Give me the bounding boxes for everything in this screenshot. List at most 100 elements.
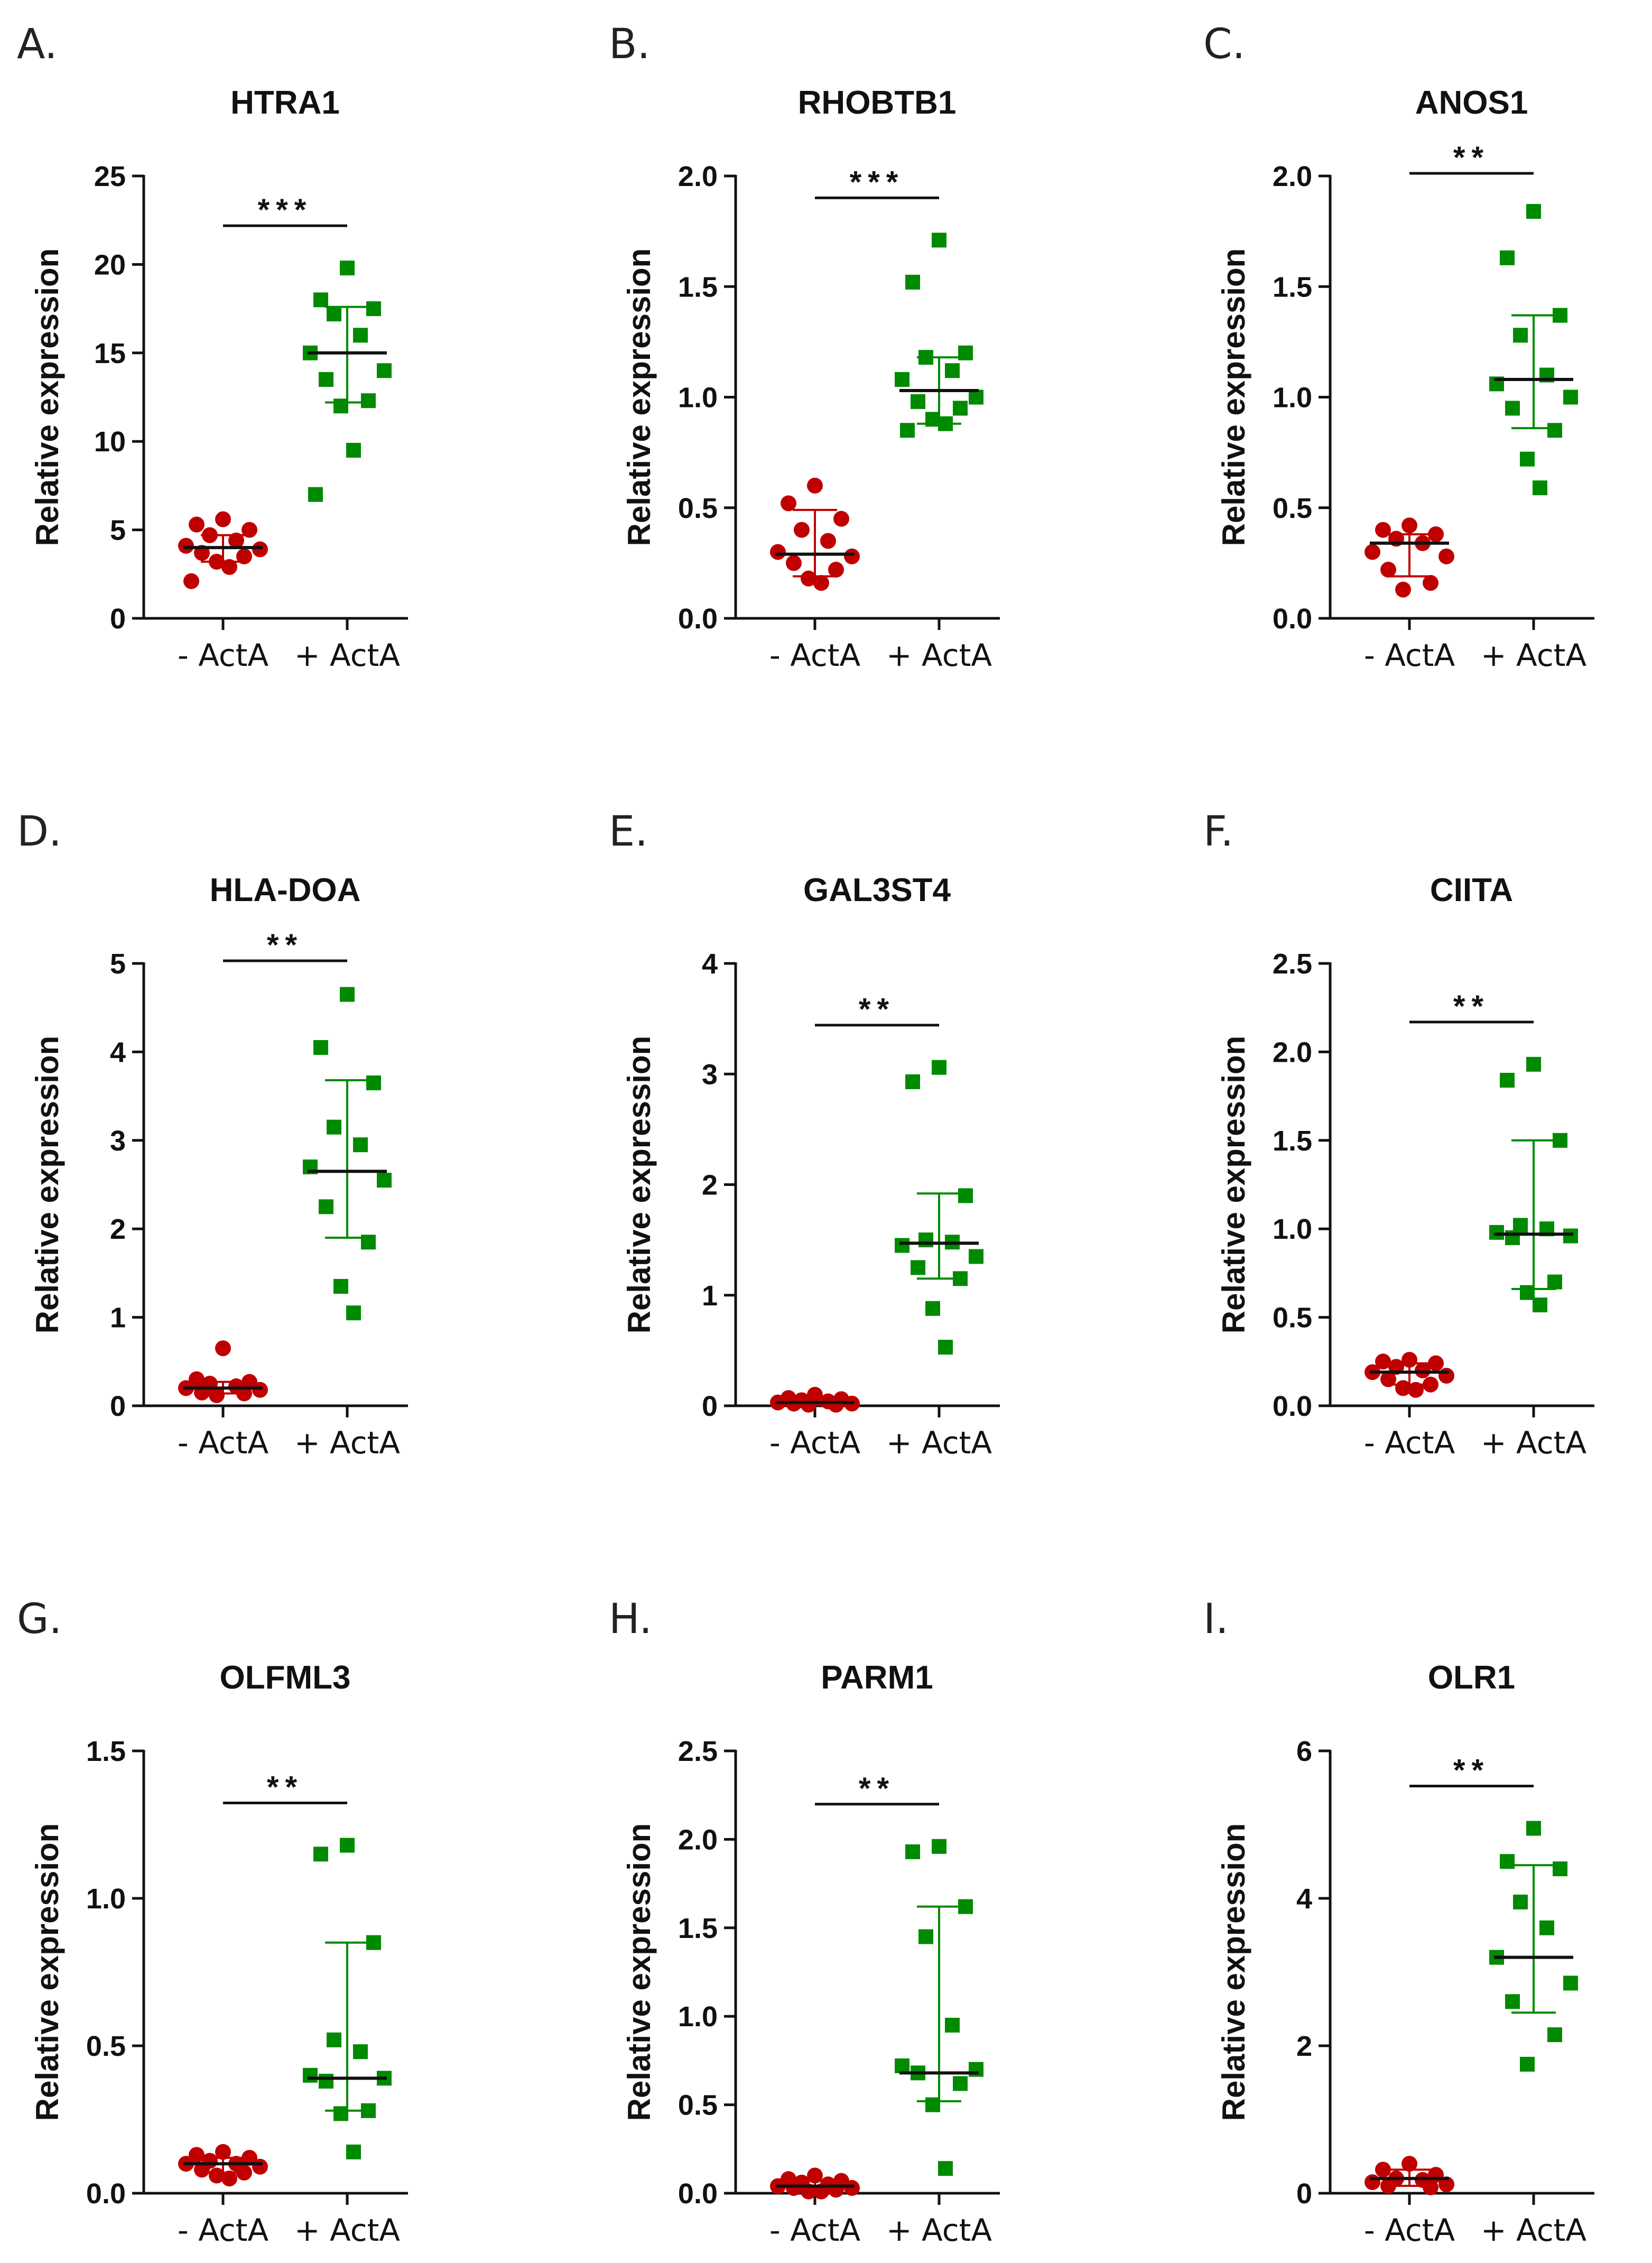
x-category-label: - ActA xyxy=(769,2212,861,2248)
y-tick-label: 4 xyxy=(1296,1883,1312,1915)
significance-label: ** xyxy=(1453,989,1490,1024)
data-point xyxy=(361,393,376,409)
data-point xyxy=(215,2144,231,2160)
x-category-label: + ActA xyxy=(294,2212,400,2248)
y-tick-label: 1.5 xyxy=(1273,271,1312,303)
data-point xyxy=(1395,581,1411,598)
data-point xyxy=(313,1040,328,1055)
data-point xyxy=(366,1075,381,1090)
y-tick-label: 2 xyxy=(702,1170,718,1201)
y-tick-label: 2.0 xyxy=(1273,161,1312,192)
data-point xyxy=(333,2106,348,2121)
data-point xyxy=(313,1847,328,1862)
chart-panel-8: I. OLR1 Relative expression 0 2 4 6 - ActA + Act… xyxy=(1203,1596,1594,2248)
y-tick-label: 20 xyxy=(94,249,126,281)
x-category-label: + ActA xyxy=(294,637,400,673)
y-axis-label: Relative expression xyxy=(1216,248,1251,546)
data-point xyxy=(1547,423,1562,438)
chart-title: CIITA xyxy=(1430,872,1513,908)
data-point xyxy=(194,2162,210,2178)
data-point xyxy=(353,2044,368,2060)
data-point xyxy=(1547,1274,1562,1290)
x-category-label: - ActA xyxy=(769,1425,861,1461)
data-point xyxy=(786,2179,802,2196)
data-point xyxy=(209,2167,225,2184)
y-axis-label: Relative expression xyxy=(30,248,65,546)
panel-letter: A. xyxy=(17,21,58,68)
y-axis-label: Relative expression xyxy=(621,1823,657,2121)
data-point xyxy=(911,394,925,409)
data-point xyxy=(346,2144,361,2159)
data-point xyxy=(770,544,786,560)
y-tick-label: 0.5 xyxy=(86,2030,126,2062)
data-point xyxy=(1438,548,1454,564)
data-point xyxy=(1520,1285,1535,1300)
x-category-label: + ActA xyxy=(1481,637,1586,673)
data-point xyxy=(969,1249,983,1264)
x-category-label: + ActA xyxy=(886,2212,992,2248)
significance-label: *** xyxy=(850,165,905,199)
chart-panel-6: G. OLFML3 Relative expression 0.0 0.5 1.0 1.5 -… xyxy=(17,1596,408,2248)
data-point xyxy=(333,1279,348,1294)
data-point xyxy=(1375,522,1391,538)
y-axis-label: Relative expression xyxy=(621,248,657,546)
data-point xyxy=(308,487,323,502)
data-point xyxy=(377,1173,392,1188)
data-point xyxy=(925,2097,940,2112)
data-point xyxy=(361,1235,376,1250)
data-point xyxy=(1526,1821,1541,1836)
significance-label: ** xyxy=(859,1772,895,1806)
y-tick-label: 2.0 xyxy=(678,161,718,192)
data-point xyxy=(313,292,328,308)
panel-letter: H. xyxy=(609,1596,652,1643)
chart-title: ANOS1 xyxy=(1415,85,1528,121)
data-point xyxy=(828,2182,844,2198)
data-point xyxy=(786,555,802,571)
data-point xyxy=(905,1074,920,1089)
data-point xyxy=(953,401,968,416)
y-axis-label: Relative expression xyxy=(1216,1036,1251,1334)
x-category-label: - ActA xyxy=(769,637,861,673)
y-tick-label: 1 xyxy=(110,1302,126,1334)
data-point xyxy=(1526,203,1541,219)
data-point xyxy=(1513,1894,1528,1909)
data-point xyxy=(905,1844,920,1859)
data-point xyxy=(340,1838,355,1853)
y-tick-label: 0.5 xyxy=(1273,1302,1312,1334)
y-tick-label: 1.5 xyxy=(1273,1125,1312,1157)
y-tick-label: 2.5 xyxy=(678,1736,718,1767)
y-tick-label: 0 xyxy=(1296,2178,1312,2210)
y-axis-label: Relative expression xyxy=(621,1036,657,1334)
data-point xyxy=(932,1060,946,1075)
data-point xyxy=(828,561,844,578)
data-point xyxy=(969,2062,983,2077)
data-point xyxy=(918,1929,933,1944)
y-tick-label: 1.0 xyxy=(678,382,718,414)
y-tick-label: 1.0 xyxy=(1273,382,1312,414)
data-point xyxy=(895,1238,909,1253)
x-category-label: + ActA xyxy=(886,1425,992,1461)
data-point xyxy=(346,442,361,458)
data-point xyxy=(327,2032,341,2047)
panel-letter: I. xyxy=(1203,1596,1229,1643)
x-category-label: - ActA xyxy=(1364,2212,1455,2248)
y-tick-label: 2.0 xyxy=(678,1824,718,1856)
data-point xyxy=(340,987,355,1002)
y-tick-label: 2.0 xyxy=(1273,1036,1312,1068)
data-point xyxy=(1395,1380,1411,1396)
data-point xyxy=(1513,328,1528,343)
data-point xyxy=(945,363,960,378)
chart-panel-0: A. HTRA1 Relative expression 0 5 10 15 20 25 - Ac… xyxy=(17,21,408,673)
chart-panel-4: E. GAL3ST4 Relative expression 0 1 2 3 4 - ActA +… xyxy=(609,808,1000,1461)
data-point xyxy=(813,575,829,591)
data-point xyxy=(801,570,816,587)
y-tick-label: 5 xyxy=(110,948,126,980)
x-category-label: + ActA xyxy=(294,1425,400,1461)
data-point xyxy=(958,1899,973,1914)
significance-label: ** xyxy=(267,928,303,962)
data-point xyxy=(228,532,244,549)
panel-letter: B. xyxy=(609,21,650,68)
data-point xyxy=(1533,480,1547,496)
y-tick-label: 0.0 xyxy=(1273,603,1312,635)
x-category-label: - ActA xyxy=(178,2212,269,2248)
